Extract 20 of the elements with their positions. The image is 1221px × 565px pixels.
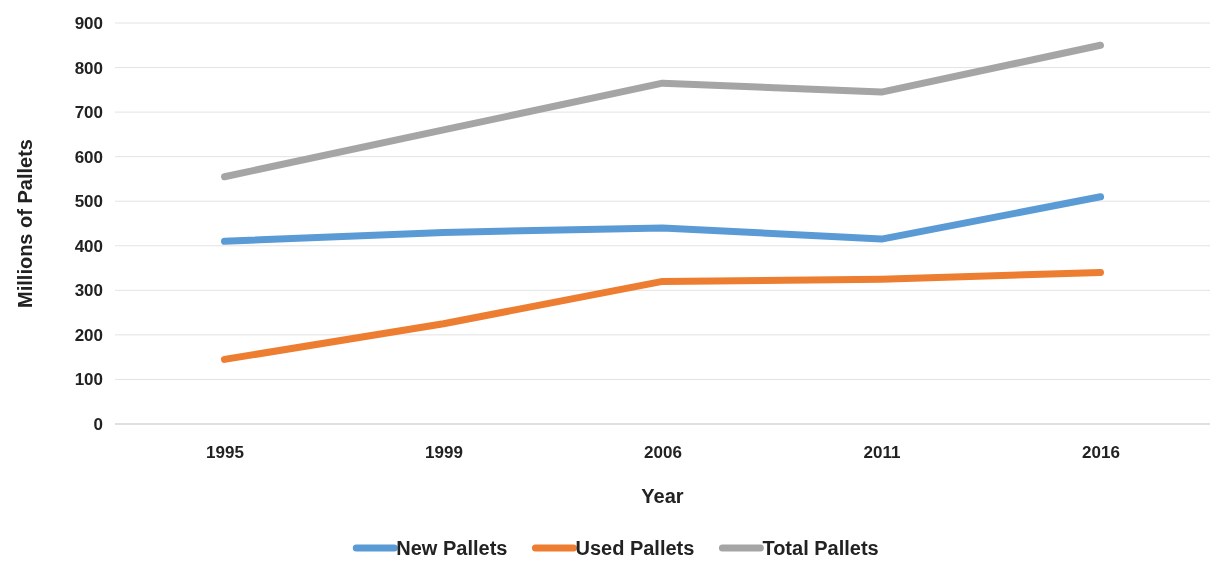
legend-label: Total Pallets bbox=[762, 537, 879, 559]
y-tick-label: 100 bbox=[74, 370, 103, 390]
y-tick-label: 300 bbox=[74, 281, 103, 301]
y-tick-label: 500 bbox=[74, 192, 103, 212]
x-tick-label: 2016 bbox=[1082, 443, 1120, 463]
y-tick-label: 700 bbox=[74, 103, 103, 123]
y-tick-label: 900 bbox=[74, 13, 103, 33]
y-tick-label: 200 bbox=[74, 325, 103, 345]
y-tick-label: 0 bbox=[93, 414, 103, 434]
y-tick-label: 600 bbox=[74, 147, 103, 167]
y-tick-label: 800 bbox=[74, 58, 103, 78]
x-axis-title: Year bbox=[641, 485, 684, 507]
legend-label: Used Pallets bbox=[575, 537, 695, 559]
x-tick-label: 2006 bbox=[644, 443, 682, 463]
legend-label: New Pallets bbox=[396, 537, 508, 559]
x-tick-label: 2011 bbox=[863, 443, 901, 463]
x-tick-label: 1995 bbox=[206, 443, 244, 463]
y-axis-title: Millions of Pallets bbox=[14, 139, 36, 308]
y-tick-label: 400 bbox=[74, 236, 103, 256]
x-tick-label: 1999 bbox=[425, 443, 463, 463]
